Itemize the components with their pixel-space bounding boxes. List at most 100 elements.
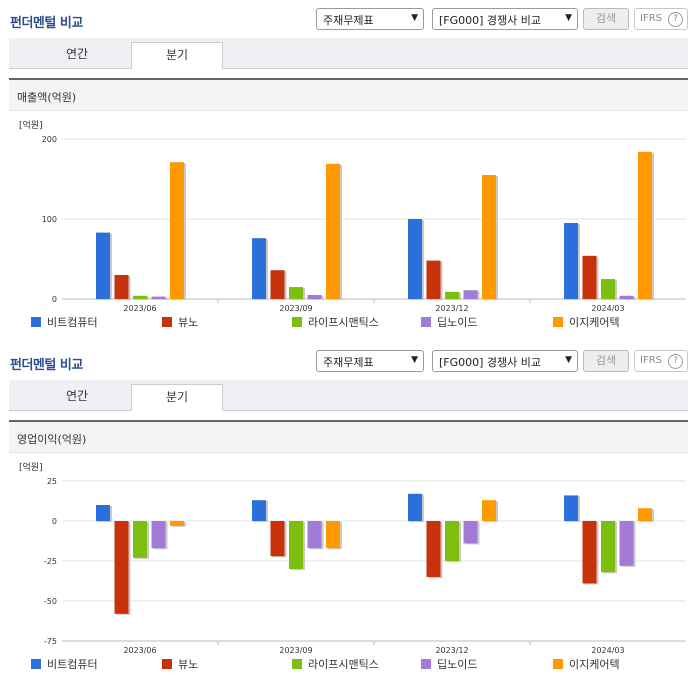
statement-type-value: 주재무제표 bbox=[323, 356, 374, 369]
legend-label: 딥노이드 bbox=[437, 316, 478, 329]
bar bbox=[619, 295, 634, 299]
peer-compare-value: [FG000] 경쟁사 비교 bbox=[439, 14, 542, 27]
tab-annual[interactable]: 연간 bbox=[65, 389, 89, 403]
tab-quarterly[interactable]: 분기 bbox=[131, 384, 223, 411]
legend-label: 뷰노 bbox=[178, 658, 199, 671]
legend-item[interactable]: 라이프시맨틱스 bbox=[292, 656, 379, 672]
bar bbox=[619, 521, 634, 566]
help-icon[interactable]: ? bbox=[668, 354, 683, 369]
legend-item[interactable]: 이지케어텍 bbox=[553, 656, 620, 672]
ifrs-button[interactable]: IFRS ? bbox=[634, 350, 688, 372]
search-button[interactable]: 검색 bbox=[583, 350, 629, 372]
legend-swatch bbox=[421, 317, 431, 327]
x-tick-label: 2023/12 bbox=[435, 304, 468, 312]
chart-legend: 비트컴퓨터 뷰노 라이프시맨틱스 딥노이드 이지케어텍 bbox=[9, 314, 688, 330]
bar bbox=[133, 295, 147, 299]
legend-label: 뷰노 bbox=[178, 316, 199, 329]
ifrs-label: IFRS bbox=[640, 355, 662, 366]
fundamental-panel-revenue: 펀더멘털 비교 주재무제표 ▼ [FG000] 경쟁사 비교 ▼ 검색 IFRS… bbox=[0, 0, 696, 340]
bar bbox=[564, 495, 578, 521]
bar bbox=[307, 521, 322, 549]
legend-item[interactable]: 뷰노 bbox=[162, 314, 198, 330]
bar bbox=[170, 162, 184, 299]
y-tick-label: -75 bbox=[44, 637, 57, 646]
revenue-bar-chart: [억원] 0 100 200 2023/06 2023/09 2023/12 2024/03 bbox=[19, 119, 686, 312]
ifrs-label: IFRS bbox=[640, 13, 662, 24]
bar bbox=[426, 521, 441, 577]
bar bbox=[445, 291, 459, 299]
chevron-down-icon: ▼ bbox=[565, 355, 572, 365]
legend-item[interactable]: 딥노이드 bbox=[421, 656, 477, 672]
bar bbox=[638, 508, 652, 521]
bar bbox=[482, 175, 496, 299]
peer-compare-value: [FG000] 경쟁사 비교 bbox=[439, 356, 542, 369]
period-tabs: 연간 분기 bbox=[9, 380, 688, 411]
bar bbox=[96, 505, 110, 521]
legend-item[interactable]: 뷰노 bbox=[162, 656, 198, 672]
help-icon[interactable]: ? bbox=[668, 12, 683, 27]
panel-header: 펀더멘털 비교 주재무제표 ▼ [FG000] 경쟁사 비교 ▼ 검색 IFRS… bbox=[0, 342, 696, 378]
legend-swatch bbox=[31, 317, 41, 327]
operating-profit-bar-chart: [억원] 25 0 -25 -50 -75 2023/06 2023/09 2023/12 202… bbox=[19, 461, 686, 654]
legend-swatch bbox=[162, 317, 172, 327]
bar bbox=[114, 521, 129, 614]
bar bbox=[408, 219, 422, 299]
bar bbox=[133, 521, 147, 558]
legend-item[interactable]: 이지케어텍 bbox=[553, 314, 620, 330]
legend-item[interactable]: 딥노이드 bbox=[421, 314, 477, 330]
bar bbox=[445, 521, 459, 561]
axis-unit-label: [억원] bbox=[19, 119, 43, 131]
legend-swatch bbox=[553, 317, 563, 327]
x-tick-label: 2023/12 bbox=[435, 646, 468, 654]
bar bbox=[638, 151, 652, 299]
statement-type-select[interactable]: 주재무제표 ▼ bbox=[316, 8, 424, 30]
bar bbox=[170, 521, 184, 526]
statement-type-select[interactable]: 주재무제표 ▼ bbox=[316, 350, 424, 372]
ifrs-button[interactable]: IFRS ? bbox=[634, 8, 688, 30]
y-tick-label: -25 bbox=[44, 557, 57, 566]
y-tick-label: -50 bbox=[44, 597, 57, 606]
legend-swatch bbox=[31, 659, 41, 669]
legend-label: 라이프시맨틱스 bbox=[308, 658, 379, 671]
legend-swatch bbox=[292, 317, 302, 327]
peer-compare-select[interactable]: [FG000] 경쟁사 비교 ▼ bbox=[432, 350, 578, 372]
chevron-down-icon: ▼ bbox=[565, 13, 572, 23]
legend-label: 라이프시맨틱스 bbox=[308, 316, 379, 329]
search-button[interactable]: 검색 bbox=[583, 8, 629, 30]
bar bbox=[582, 521, 597, 584]
chart-box: 매출액(억원) [억원] 0 100 200 2023/06 2023/09 2023/12… bbox=[9, 78, 688, 340]
statement-type-value: 주재무제표 bbox=[323, 14, 374, 27]
legend-item[interactable]: 라이프시맨틱스 bbox=[292, 314, 379, 330]
peer-compare-select[interactable]: [FG000] 경쟁사 비교 ▼ bbox=[432, 8, 578, 30]
bar bbox=[96, 232, 110, 299]
bar bbox=[151, 296, 166, 299]
legend-item[interactable]: 비트컴퓨터 bbox=[31, 314, 98, 330]
chevron-down-icon: ▼ bbox=[411, 355, 418, 365]
legend-label: 이지케어텍 bbox=[569, 316, 620, 329]
bar bbox=[270, 521, 285, 557]
bar bbox=[326, 521, 340, 549]
bar bbox=[326, 163, 340, 299]
y-tick-label: 100 bbox=[42, 215, 57, 224]
legend-item[interactable]: 비트컴퓨터 bbox=[31, 656, 98, 672]
legend-label: 비트컴퓨터 bbox=[47, 658, 98, 671]
x-tick-label: 2023/06 bbox=[123, 304, 156, 312]
bar bbox=[463, 290, 478, 299]
bar bbox=[482, 500, 496, 521]
bar bbox=[289, 287, 303, 299]
tab-quarterly[interactable]: 분기 bbox=[131, 42, 223, 69]
section-title: 매출액(억원) bbox=[17, 91, 77, 104]
legend-swatch bbox=[553, 659, 563, 669]
y-tick-label: 200 bbox=[42, 135, 57, 144]
bar bbox=[270, 270, 285, 299]
bar bbox=[564, 223, 578, 299]
y-tick-label: 0 bbox=[52, 517, 57, 526]
section-header: 매출액(억원) bbox=[9, 80, 688, 111]
section-title: 영업이익(억원) bbox=[17, 433, 87, 446]
bar bbox=[582, 255, 597, 299]
bar bbox=[252, 238, 266, 299]
tab-annual[interactable]: 연간 bbox=[65, 47, 89, 61]
bar bbox=[601, 521, 615, 573]
panel-title: 펀더멘털 비교 bbox=[10, 16, 83, 31]
bar bbox=[151, 521, 166, 549]
